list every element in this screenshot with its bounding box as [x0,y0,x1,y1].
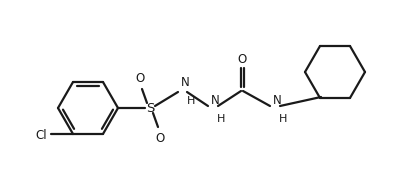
Text: O: O [237,52,247,66]
Text: N: N [181,76,190,89]
Text: N: N [273,94,282,107]
Text: O: O [135,72,145,84]
Text: H: H [279,114,287,124]
Text: H: H [217,114,225,124]
Text: O: O [155,132,165,144]
Text: S: S [146,101,154,115]
Text: N: N [211,94,220,107]
Text: Cl: Cl [35,130,47,142]
Text: H: H [187,96,195,106]
